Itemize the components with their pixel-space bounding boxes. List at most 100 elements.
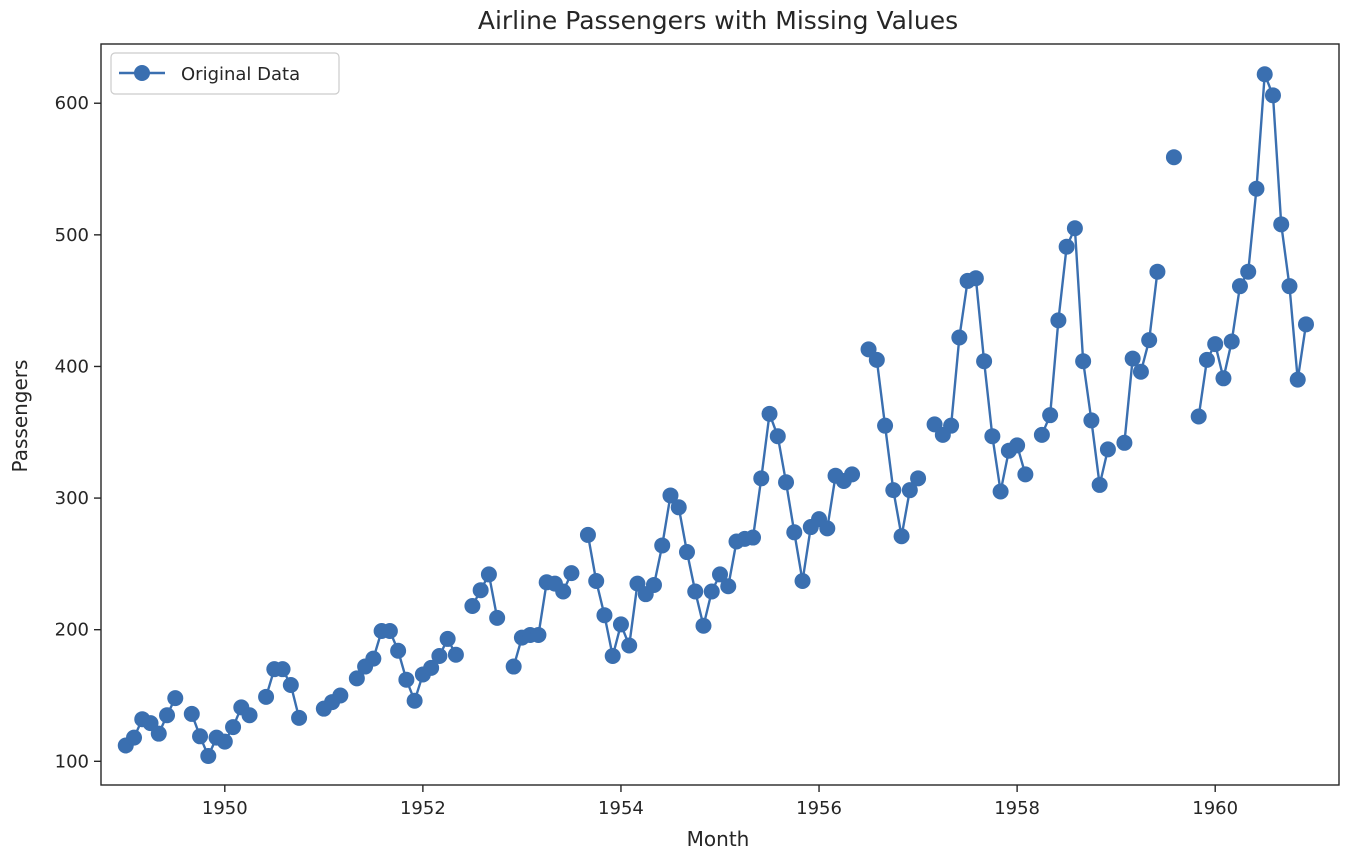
data-point [1231, 278, 1248, 295]
data-point [712, 566, 728, 583]
data-point [447, 646, 464, 663]
data-point [1297, 316, 1314, 333]
data-point [555, 583, 572, 600]
legend-marker-swatch [134, 65, 150, 81]
data-point [1132, 363, 1149, 380]
y-tick-label: 100 [55, 751, 89, 772]
data-point [1240, 263, 1257, 280]
data-point [126, 729, 143, 746]
x-tick-label: 1950 [202, 798, 248, 819]
data-point [1017, 466, 1034, 483]
data-point [1264, 87, 1281, 104]
data-point [951, 329, 968, 346]
data-point [596, 607, 613, 624]
data-point [505, 658, 522, 675]
data-point [348, 670, 365, 687]
data-point [1050, 312, 1067, 329]
x-tick-label: 1956 [796, 798, 842, 819]
data-point [183, 705, 200, 722]
y-tick-label: 500 [55, 225, 89, 246]
data-point [472, 582, 489, 599]
x-axis: 1950 1952 1954 1956 1958 1960 [202, 785, 1238, 819]
data-point [167, 690, 184, 707]
data-point [786, 524, 803, 541]
data-point [1198, 351, 1215, 368]
data-point [1190, 408, 1207, 425]
data-point [200, 748, 217, 765]
x-tick-label: 1960 [1192, 798, 1238, 819]
data-point [885, 482, 902, 499]
data-point [431, 648, 448, 665]
data-point [530, 626, 547, 643]
data-point [241, 707, 258, 724]
data-point [703, 583, 720, 600]
data-point [192, 728, 209, 745]
data-point [1248, 180, 1265, 197]
series-line-segment [586, 412, 853, 658]
data-point [274, 661, 291, 678]
data-point [150, 725, 167, 742]
data-point [1273, 216, 1290, 233]
data-point [1207, 336, 1224, 353]
data-point [687, 583, 704, 600]
plot-area [100, 43, 1340, 786]
data-point [645, 576, 662, 593]
data-point [778, 474, 795, 491]
data-point [910, 470, 927, 487]
series-original-data [117, 66, 1314, 765]
data-point [1083, 412, 1100, 429]
data-point [621, 637, 638, 654]
series-line-segment [933, 277, 1027, 493]
data-point [992, 483, 1009, 500]
data-point [579, 526, 596, 543]
data-point [588, 572, 605, 589]
data-point [670, 499, 687, 516]
y-axis: 100 200 300 400 500 600 [55, 93, 101, 772]
data-point [1141, 332, 1158, 349]
data-point [216, 733, 233, 750]
data-point [943, 417, 960, 434]
data-point [1165, 149, 1182, 166]
data-point [794, 572, 811, 589]
data-point [1033, 426, 1050, 443]
data-point [1042, 407, 1059, 424]
data-point [654, 537, 671, 554]
data-point [695, 617, 712, 634]
series-line-segment [1040, 227, 1110, 487]
data-point [1009, 437, 1026, 454]
data-point [291, 709, 308, 726]
x-tick-label: 1954 [598, 798, 644, 819]
y-tick-label: 600 [55, 93, 89, 114]
x-tick-label: 1958 [994, 798, 1040, 819]
x-axis-label: Month [687, 827, 750, 851]
data-point [1058, 238, 1075, 255]
data-point [1281, 278, 1298, 295]
data-point [406, 692, 423, 709]
data-point [893, 528, 910, 545]
data-point [769, 428, 786, 445]
series-line-segment [1197, 73, 1308, 417]
data-point [159, 707, 176, 724]
data-point [753, 470, 770, 487]
data-point [563, 565, 580, 582]
data-point [489, 609, 506, 626]
data-point [1075, 353, 1092, 370]
data-point [1066, 220, 1083, 237]
data-point [819, 520, 836, 537]
data-point [1149, 263, 1166, 280]
data-point [604, 648, 621, 665]
data-point [877, 417, 894, 434]
data-point [901, 482, 918, 499]
data-point [390, 642, 407, 659]
legend-box [110, 52, 340, 95]
data-point [398, 671, 415, 688]
data-point [381, 623, 398, 640]
data-point [1289, 371, 1306, 388]
y-axis-label: Passengers [8, 360, 32, 473]
data-point [967, 270, 984, 287]
data-point [1223, 333, 1240, 350]
data-point [1124, 350, 1141, 367]
data-point [662, 487, 679, 504]
data-point [612, 616, 629, 633]
data-point [480, 566, 497, 583]
